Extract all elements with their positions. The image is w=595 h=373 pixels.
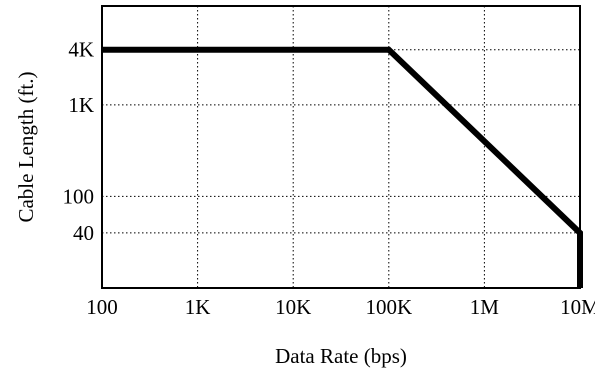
y-tick-label: 100: [63, 184, 95, 208]
x-tick-label: 10K: [275, 295, 311, 319]
x-axis-title: Data Rate (bps): [275, 344, 407, 368]
x-tick-label: 100K: [365, 295, 412, 319]
y-tick-label: 1K: [68, 93, 94, 117]
y-tick-label: 4K: [68, 38, 94, 62]
series-layer: [101, 46, 583, 289]
plot-frame: [101, 5, 581, 289]
x-tick-labels: 100 1K 10K 100K 1M 10M: [86, 295, 595, 319]
x-tick-label: 1M: [470, 295, 500, 319]
data-point: [388, 49, 390, 51]
x-tick-label: 1K: [185, 295, 211, 319]
y-tick-labels: 40 100 1K 4K: [63, 38, 95, 245]
y-tick-label: 40: [73, 221, 94, 245]
x-tick-label: 100: [86, 295, 118, 319]
x-tick-label: 10M: [560, 295, 595, 319]
grid-lines: [102, 6, 580, 288]
series-line: [102, 46, 583, 288]
y-axis-title: Cable Length (ft.): [14, 71, 38, 222]
